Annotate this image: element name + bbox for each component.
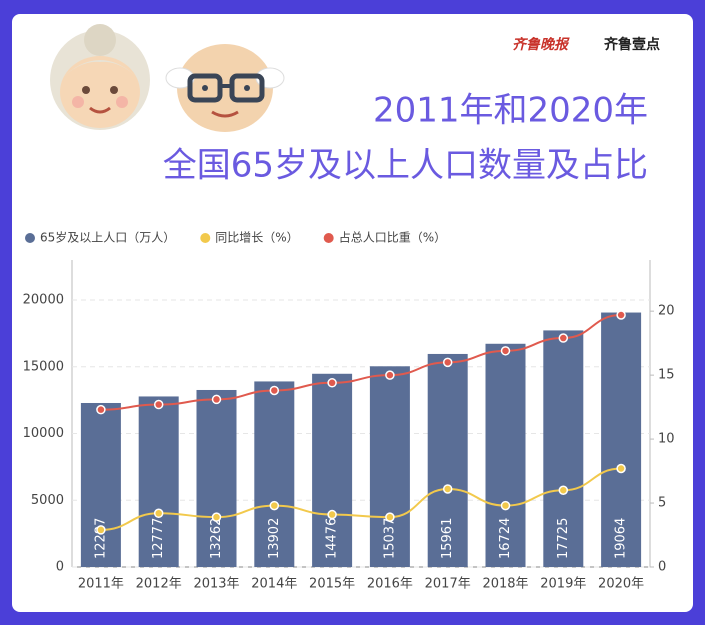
- x-tick-label: 2014年: [251, 577, 297, 592]
- point: [385, 512, 395, 522]
- bar: [427, 353, 468, 567]
- point: [442, 484, 453, 494]
- bar: [254, 381, 295, 567]
- legend-swatch: [25, 233, 35, 243]
- bar: [369, 366, 410, 567]
- point: [211, 512, 222, 522]
- point: [385, 370, 395, 380]
- point: [616, 463, 626, 474]
- chart-title: 2011年和2020年: [373, 91, 648, 131]
- bar-label: 15961: [440, 518, 455, 559]
- x-tick-label: 2011年: [78, 577, 124, 592]
- y-tick-label: 15000: [23, 359, 64, 374]
- point: [269, 500, 280, 511]
- point: [96, 404, 106, 415]
- bar: [80, 402, 121, 567]
- legend-swatch: [200, 233, 211, 243]
- x-tick-label: 2019年: [540, 577, 586, 592]
- x-tick-label: 2020年: [598, 577, 644, 592]
- line: [100, 467, 622, 531]
- bar-label: 19064: [614, 518, 629, 559]
- legend-label: 65岁及以上人口（万人）: [40, 230, 175, 245]
- x-tick-label: 2018年: [482, 577, 528, 592]
- bar-label: 13902: [267, 518, 282, 559]
- point: [327, 378, 337, 388]
- point: [500, 500, 511, 511]
- chart-subtitle: 全国65岁及以上人口数量及占比: [163, 146, 648, 186]
- y-tick-label: 10000: [23, 426, 64, 441]
- x-tick-label: 2017年: [425, 577, 471, 592]
- y-tick-label: 5000: [31, 493, 64, 508]
- bar-label: 17725: [556, 518, 571, 559]
- bar: [543, 330, 584, 567]
- point: [558, 333, 569, 343]
- bar: [485, 343, 526, 567]
- bar: [601, 312, 642, 567]
- y2-tick-label: 20: [658, 304, 675, 319]
- point: [558, 485, 569, 495]
- bar-label: 13262: [209, 518, 224, 559]
- legend-label: 占总人口比重（%）: [339, 230, 446, 245]
- legend-label: 同比增长（%）: [215, 231, 298, 245]
- bar: [196, 389, 237, 567]
- grandpa-icon: [165, 44, 285, 132]
- x-tick-label: 2013年: [193, 577, 239, 592]
- point: [269, 385, 280, 396]
- bar: [138, 396, 179, 567]
- point: [327, 509, 337, 520]
- y2-tick-label: 10: [658, 432, 675, 447]
- bar-label: 12287: [93, 518, 108, 559]
- x-tick-label: 2012年: [136, 577, 182, 592]
- legend-swatch: [323, 233, 334, 243]
- bar-label: 15037: [382, 518, 397, 559]
- bar-label: 14476: [325, 518, 340, 559]
- brand-right: 齐鲁壹点: [604, 36, 660, 53]
- bar-label: 16724: [498, 518, 513, 559]
- y2-tick-label: 0: [658, 560, 666, 575]
- x-tick-label: 2016年: [367, 577, 413, 592]
- point: [153, 508, 164, 519]
- point: [96, 525, 106, 535]
- point: [211, 394, 222, 405]
- grandma-icon: [50, 24, 150, 130]
- y2-tick-label: 15: [658, 368, 675, 383]
- y2-tick-label: 5: [658, 496, 666, 511]
- point: [153, 399, 164, 410]
- y-tick-label: 20000: [23, 293, 64, 308]
- x-tick-label: 2015年: [309, 577, 355, 592]
- point: [616, 310, 626, 320]
- bar-label: 12777: [151, 518, 166, 559]
- y-tick-label: 0: [56, 560, 64, 575]
- brand-left: 齐鲁晚报: [512, 36, 570, 53]
- point: [500, 346, 511, 356]
- bar: [312, 373, 353, 567]
- point: [442, 357, 453, 368]
- line: [100, 314, 622, 411]
